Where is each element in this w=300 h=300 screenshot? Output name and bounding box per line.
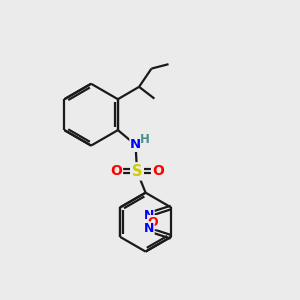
Text: O: O bbox=[148, 216, 158, 229]
Text: N: N bbox=[144, 209, 154, 222]
Text: N: N bbox=[130, 138, 141, 151]
Text: H: H bbox=[140, 133, 150, 146]
Text: O: O bbox=[110, 164, 122, 178]
Text: N: N bbox=[144, 222, 154, 235]
Text: S: S bbox=[132, 164, 142, 179]
Text: O: O bbox=[152, 164, 164, 178]
